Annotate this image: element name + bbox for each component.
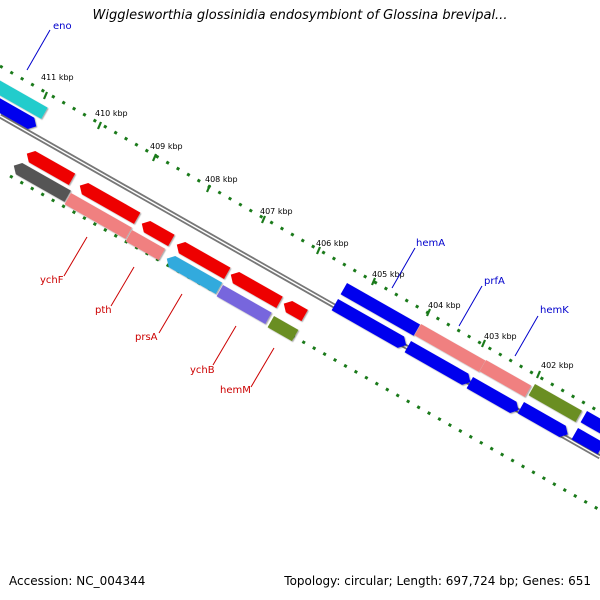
- gene-hemA[interactable]: [340, 283, 421, 336]
- gene-prsA[interactable]: [164, 253, 223, 294]
- gene-label-eno: eno: [53, 21, 72, 32]
- gene-hemK[interactable]: [479, 360, 532, 397]
- reverse-labels: ychF pth prsA ychB hemM: [40, 236, 275, 396]
- gene-label-prsA: prsA: [135, 332, 158, 343]
- gene-label-hemK: hemK: [540, 305, 569, 316]
- tick-label: 407 kbp: [260, 207, 293, 216]
- gene-blue-edge[interactable]: [580, 411, 600, 438]
- tick-label: 411 kbp: [41, 73, 74, 82]
- gene-arrow-red[interactable]: [174, 239, 231, 279]
- gene-arrow-blue[interactable]: [404, 341, 474, 388]
- gene-ychB[interactable]: [216, 285, 272, 324]
- tick-marks: [42, 91, 542, 379]
- gene-prfA[interactable]: [414, 324, 486, 372]
- gene-hemM[interactable]: [267, 316, 299, 342]
- tick-label: 406 kbp: [316, 239, 349, 248]
- tick-label: 402 kbp: [541, 361, 574, 370]
- gene-arrow-red[interactable]: [24, 148, 76, 185]
- gene-arrow-red[interactable]: [139, 218, 175, 247]
- gene-arrow-red[interactable]: [281, 298, 308, 322]
- genome-summary-text: Topology: circular; Length: 697,724 bp; …: [284, 574, 591, 588]
- tick-label: 410 kbp: [95, 109, 128, 118]
- gene-label-ychF: ychF: [40, 275, 64, 286]
- tick-label: 403 kbp: [484, 332, 517, 341]
- tick-label: 405 kbp: [372, 270, 405, 279]
- reverse-strand-genes: [11, 148, 308, 342]
- gene-pth[interactable]: [125, 230, 166, 261]
- tick-label: 408 kbp: [205, 175, 238, 184]
- tick-label: 404 kbp: [428, 301, 461, 310]
- gene-ychF[interactable]: [64, 193, 132, 239]
- tick-label: 409 kbp: [150, 142, 183, 151]
- gene-label-pth: pth: [95, 305, 112, 316]
- accession-text: Accession: NC_004344: [9, 574, 146, 588]
- gene-label-hemM: hemM: [220, 385, 251, 396]
- inner-ring: [9, 174, 600, 512]
- gene-eno[interactable]: [0, 76, 48, 119]
- gene-arrow-blue[interactable]: [0, 96, 39, 132]
- gene-arrow-red[interactable]: [77, 180, 141, 224]
- gene-label-hemA: hemA: [416, 238, 445, 249]
- tick-labels: 411 kbp 410 kbp 409 kbp 408 kbp 407 kbp …: [41, 73, 574, 370]
- forward-labels: eno hemA prfA hemK: [26, 21, 569, 357]
- gene-olive[interactable]: [528, 384, 582, 422]
- gene-label-prfA: prfA: [484, 276, 505, 287]
- gene-arrow-blue[interactable]: [517, 402, 571, 440]
- gene-arrow-red[interactable]: [228, 269, 283, 308]
- gene-arrow-blue[interactable]: [466, 377, 522, 416]
- gene-arrow-blue[interactable]: [331, 299, 410, 351]
- gene-label-ychB: ychB: [190, 365, 215, 376]
- gene-gray[interactable]: [11, 160, 71, 202]
- map-title: Wigglesworthia glossinidia endosymbiont …: [92, 8, 508, 23]
- forward-strand-genes: [0, 76, 600, 455]
- outer-ring: [0, 64, 600, 414]
- gene-blue-edge[interactable]: [571, 428, 600, 455]
